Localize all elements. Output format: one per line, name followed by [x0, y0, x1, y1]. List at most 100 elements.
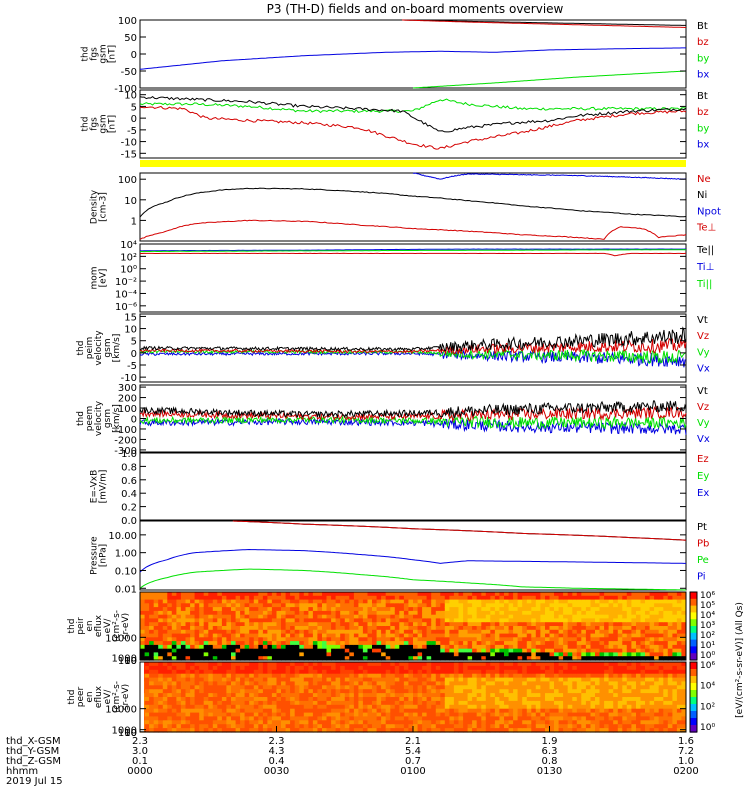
spectrogram-cell [144, 595, 150, 601]
spectrogram-cell [631, 633, 637, 638]
spectrogram-cell [249, 708, 255, 714]
spectrogram-cell [185, 592, 191, 597]
y-axis-label-line: (cm²-s- [112, 681, 122, 713]
spectrogram-cell [545, 693, 551, 698]
y-axis-label-line: mom [90, 266, 100, 289]
legend-entry: Npot [697, 206, 721, 217]
spectrogram-cell [217, 673, 223, 679]
spectrogram-cell [581, 633, 587, 638]
spectrogram-cell [362, 681, 368, 686]
spectrogram-cell [636, 681, 642, 686]
spectrogram-cell [290, 712, 296, 718]
spectrogram-cell [676, 720, 682, 725]
spectrogram-cell [522, 656, 528, 661]
spectrogram-cell [413, 618, 419, 623]
spectrogram-cell [153, 704, 159, 710]
spectrogram-cell [508, 712, 514, 718]
spectrogram-cell [549, 724, 555, 729]
spectrogram-cell [326, 685, 332, 690]
spectrogram-cell [540, 697, 546, 702]
spectrogram-cell [303, 728, 309, 733]
spectrogram-cell [249, 728, 255, 733]
spectrogram-cell [226, 685, 232, 690]
spectrogram-cell [526, 720, 532, 725]
spectrogram-cell [567, 673, 573, 679]
spectrogram-cell [590, 724, 596, 729]
spectrogram-cell [413, 610, 419, 616]
spectrogram-cell [613, 637, 619, 642]
spectrogram-cell [326, 693, 332, 698]
spectrogram-cell [140, 641, 146, 646]
spectrogram-cell [508, 656, 514, 661]
spectrogram-cell [545, 697, 551, 702]
spectrogram-cell [294, 681, 300, 686]
spectrogram-cell [535, 656, 541, 661]
spectrogram-cell [312, 673, 318, 679]
spectrogram-cell [394, 629, 400, 635]
spectrogram-cell [358, 622, 364, 627]
spectrogram-cell [244, 700, 250, 706]
spectrogram-cell [535, 728, 541, 733]
spectrogram-cell [558, 681, 564, 686]
spectrogram-cell [317, 685, 323, 690]
spectrogram-cell [385, 662, 391, 667]
spectrogram-cell [654, 720, 660, 725]
spectrogram-cell [149, 637, 155, 642]
series-bx [139, 105, 687, 150]
spectrogram-cell [654, 700, 660, 706]
spectrogram-cell [676, 685, 682, 690]
spectrogram-cell [344, 622, 350, 627]
spectrogram-cell [353, 665, 359, 671]
spectrogram-cell [640, 652, 646, 657]
spectrogram-cell [276, 689, 282, 694]
spectrogram-cell [540, 614, 546, 620]
spectrogram-cell [394, 633, 400, 638]
spectrogram-cell [199, 610, 205, 616]
spectrogram-cell [162, 618, 168, 623]
spectrogram-cell [303, 637, 309, 642]
spectrogram-cell [467, 716, 473, 721]
spectrogram-cell [244, 648, 250, 654]
spectrogram-cell [522, 665, 528, 671]
spectrogram-cell [663, 728, 669, 733]
spectrogram-cell [180, 685, 186, 690]
spectrogram-cell [481, 689, 487, 694]
spectrogram-cell [590, 681, 596, 686]
y-tick-label: -10 [121, 138, 137, 149]
spectrogram-cell [563, 724, 569, 729]
spectrogram-cell [294, 629, 300, 635]
spectrogram-cell [604, 712, 610, 718]
spectrogram-cell [413, 700, 419, 706]
spectrogram-cell [426, 610, 432, 616]
spectrogram-cell [176, 697, 182, 702]
spectrogram-cell [576, 618, 582, 623]
spectrogram-cell [476, 607, 482, 612]
spectrogram-cell [608, 595, 614, 601]
spectrogram-cell [376, 700, 382, 706]
legend-entry: Vt [697, 386, 708, 397]
spectrogram-cell [167, 697, 173, 702]
spectrogram-cell [312, 681, 318, 686]
spectrogram-cell [494, 607, 500, 612]
spectrogram-cell [253, 693, 259, 698]
colorbar-segment [690, 646, 697, 649]
spectrogram-cell [335, 689, 341, 694]
spectrogram-cell [212, 673, 218, 679]
spectrogram-cell [667, 669, 673, 675]
spectrogram-cell [194, 618, 200, 623]
spectrogram-cell [649, 724, 655, 729]
spectrogram-cell [158, 712, 164, 718]
spectrogram-cell [554, 614, 560, 620]
spectrogram-cell [576, 603, 582, 608]
spectrogram-cell [253, 648, 259, 654]
spectrogram-cell [481, 720, 487, 725]
spectrogram-cell [467, 662, 473, 667]
spectrogram-cell [472, 673, 478, 679]
spectrogram-cell [595, 618, 601, 623]
spectrogram-cell [472, 656, 478, 661]
spectrogram-cell [267, 610, 273, 616]
spectrogram-cell [240, 665, 246, 671]
spectrogram-cell [353, 622, 359, 627]
spectrogram-cell [463, 716, 469, 721]
